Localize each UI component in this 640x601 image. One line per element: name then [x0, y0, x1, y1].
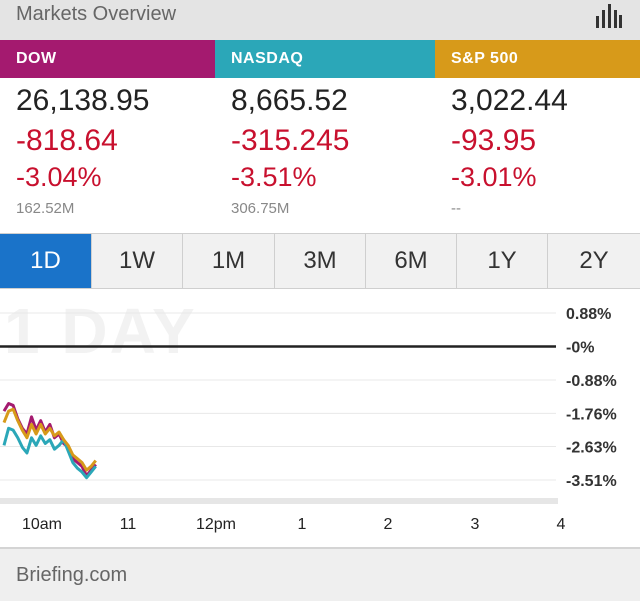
tab-nasdaq-label: NASDAQ [231, 50, 304, 67]
quote-change: -93.95 [451, 124, 537, 157]
x-axis-band [0, 498, 558, 504]
x-tick-label: 3 [471, 516, 480, 533]
quote-value: 26,138.95 [16, 84, 150, 117]
intraday-chart[interactable]: 1 DAY 0.88% -0% -0.88% -1.76% -2.63% -3.51% 10… [0, 288, 640, 543]
chart-canvas: 0.88%-0%-0.88%-1.76%-2.63%-3.51%10am 11 12… [0, 306, 617, 533]
series-line-nasdaq [2, 426, 97, 480]
range-6m-button[interactable]: 6M [366, 234, 457, 288]
range-2y-button[interactable]: 2Y [579, 247, 609, 274]
quote-change: -818.64 [16, 124, 118, 157]
x-tick-label: 1 [298, 516, 307, 533]
range-1w-button[interactable]: 1W [92, 234, 183, 288]
data-source-label: Briefing.com [16, 564, 128, 586]
time-range-selector: 1D 1W 1M 3M 6M 1Y 2Y [0, 233, 640, 289]
x-tick-label: 11 [120, 516, 137, 533]
y-tick-label: -1.76% [566, 406, 617, 423]
index-tabs: DOW NASDAQ S&P 500 [0, 40, 640, 78]
quote-change: -315.245 [231, 124, 350, 157]
range-1m-button[interactable]: 1M [183, 234, 275, 288]
x-tick-label: 2 [384, 516, 393, 533]
x-tick-label: 12pm [196, 516, 236, 533]
y-tick-label: -2.63% [566, 440, 617, 457]
chart-watermark: 1 DAY [4, 295, 197, 367]
y-tick-label: -0% [566, 339, 594, 356]
quote-value: 3,022.44 [451, 84, 568, 117]
page-title: Markets Overview [16, 3, 177, 25]
x-tick-label: 10am [22, 516, 62, 533]
tab-nasdaq[interactable]: NASDAQ [215, 40, 435, 78]
tab-sp500-label: S&P 500 [451, 50, 519, 67]
range-3m-button[interactable]: 3M [275, 234, 366, 288]
bar-chart-icon[interactable] [594, 2, 622, 30]
tab-sp500[interactable]: S&P 500 [435, 40, 640, 78]
y-tick-label: -3.51% [566, 473, 617, 490]
quote-value: 8,665.52 [231, 84, 348, 117]
tab-dow[interactable]: DOW [0, 40, 215, 78]
header-bar: Markets Overview [0, 0, 640, 40]
y-tick-label: 0.88% [566, 306, 611, 323]
quote-percent: -3.04% [16, 162, 102, 192]
tab-dow-label: DOW [16, 50, 57, 67]
series-line-sp500 [2, 407, 97, 472]
range-1d-button[interactable]: 1D [0, 234, 92, 288]
quote-percent: -3.01% [451, 162, 537, 192]
footer: Briefing.com [0, 547, 640, 601]
quote-volume: 306.75M [231, 200, 290, 217]
quote-percent: -3.51% [231, 162, 317, 192]
quote-volume: 162.52M [16, 200, 75, 217]
x-tick-label: 4 [557, 516, 566, 533]
range-1y-button[interactable]: 1Y [457, 234, 548, 288]
quote-volume: -- [451, 200, 461, 217]
y-tick-label: -0.88% [566, 373, 617, 390]
